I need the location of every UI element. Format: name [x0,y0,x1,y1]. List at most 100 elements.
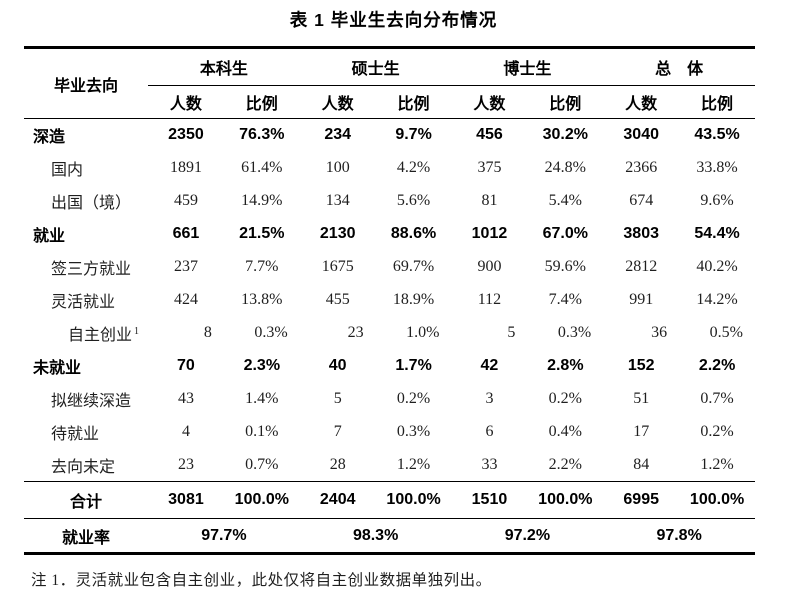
value-cell: 234 [324,126,352,144]
row-label: 签三方就业 [51,261,132,278]
value-cell: 1891 [169,159,202,176]
value-cell: 3803 [623,225,659,242]
value-cell: 2404 [299,481,376,519]
value-cell: 1.7% [395,357,432,374]
row-label: 就业 [33,228,66,245]
value-cell: 4 [181,423,190,440]
value-cell: 0.2% [396,390,431,407]
value-cell: 0.1% [245,423,279,440]
table-row: 就业 661 21.5% 2130 88.6% 1012 67.0% 3803 54.4% [24,218,755,251]
subheader-count: 人数 [451,85,528,119]
value-cell: 100.0% [527,481,604,519]
table-row: 国内 1891 61.4% 100 4.2% 375 24.8% 2366 33.8% [24,152,755,185]
value-cell: 13.8% [241,291,283,308]
table-row: 灵活就业 424 13.8% 455 18.9% 112 7.4% 991 14.2% [24,284,755,317]
row-label: 去向未定 [51,458,116,476]
total-row: 合计 3081 100.0% 2404 100.0% 1510 100.0% 6995 100.… [24,481,755,519]
value-cell: 67.0% [542,225,588,242]
value-cell: 24.8% [544,159,586,176]
value-cell: 59.6% [544,258,586,275]
value-cell: 7.4% [548,291,582,308]
row-header-cell: 毕业去向 [24,46,148,119]
value-cell: 900 [477,258,502,275]
value-cell: 100.0% [679,481,755,519]
value-cell: 40.2% [696,258,738,275]
value-cell: 0.3% [396,423,431,440]
value-cell: 81 [481,192,498,209]
group-header-master: 硕士生 [299,46,452,86]
value-cell: 2366 [625,159,658,176]
value-cell: 42 [480,357,499,374]
value-cell: 0.2% [700,423,734,440]
row-label: 待就业 [51,426,100,443]
row-label: 灵活就业 [51,294,116,311]
row-label: 未就业 [33,360,82,377]
value-cell: 33 [481,455,498,473]
value-cell: 14.2% [696,291,738,308]
subheader-count: 人数 [603,85,680,119]
row-label: 出国（境） [51,195,132,212]
subheader-ratio: 比例 [375,85,452,119]
value-cell: 69.7% [392,258,435,275]
table-row: 签三方就业 237 7.7% 1675 69.7% 900 59.6% 2812 40.2% [24,251,755,284]
value-cell: 0.2% [548,390,582,407]
value-cell: 0.4% [548,423,582,440]
value-cell: 459 [173,192,198,209]
group-header-row: 毕业去向 本科生 硕士生 博士生 总 体 [24,46,755,119]
value-cell: 98.3% [299,518,452,555]
value-cell: 51 [633,390,650,407]
value-cell: 9.6% [700,192,734,209]
value-cell: 18.9% [392,291,435,308]
value-cell: 70 [177,357,195,374]
value-cell: 84 [633,455,650,473]
value-cell: 661 [172,225,200,242]
value-cell: 0.5% [709,324,743,341]
value-cell: 23 [177,455,194,473]
value-cell: 2.3% [243,357,281,374]
value-cell: 2350 [168,126,204,144]
subheader-count: 人数 [148,85,224,119]
table-row: 去向未定 23 0.7% 28 1.2% 33 2.2% 84 1.2% [24,449,755,482]
value-cell: 2.8% [547,357,584,374]
table-row: 拟继续深造 43 1.4% 5 0.2% 3 0.2% 51 0.7% [24,383,755,416]
subheader-row: 人数 比例 人数 比例 人数 比例 人数 比例 [24,85,755,119]
table-row: 自主创业 1 8 0.3% 23 1.0% 5 0.3% 36 0.5% [24,317,755,350]
value-cell: 7.7% [245,258,279,275]
footnote-marker: 1 [134,325,140,337]
table-header: 毕业去向 本科生 硕士生 博士生 总 体 人数 比例 人数 比例 人数 比例 人… [24,46,755,119]
value-cell: 0.7% [700,390,734,407]
value-cell: 375 [477,159,502,176]
value-cell: 1.2% [396,455,431,473]
value-cell: 1012 [471,225,508,242]
table-row: 未就业 70 2.3% 40 1.7% 42 2.8% 152 2.2% [24,350,755,383]
value-cell: 1.2% [700,455,734,473]
value-cell: 456 [476,126,503,144]
value-cell: 5 [333,390,342,407]
value-cell: 36 [651,324,668,341]
value-cell: 14.9% [241,192,283,209]
value-cell: 61.4% [241,159,283,176]
table-foot: 就业率 97.7% 98.3% 97.2% 97.8% [24,518,755,555]
value-cell: 0.3% [254,324,288,341]
value-cell: 5.6% [396,192,431,209]
value-cell: 88.6% [390,225,437,242]
table-row: 出国（境） 459 14.9% 134 5.6% 81 5.4% 674 9.6% [24,185,755,218]
value-cell: 6995 [603,481,680,519]
value-cell: 43 [177,390,194,407]
value-cell: 17 [633,423,650,440]
subheader-ratio: 比例 [527,85,604,119]
value-cell: 424 [173,291,198,308]
value-cell: 76.3% [239,126,285,144]
value-cell: 100.0% [223,481,300,519]
subheader-ratio: 比例 [223,85,300,119]
value-cell: 2.2% [548,455,582,473]
value-cell: 97.2% [451,518,604,555]
value-cell: 455 [325,291,350,308]
distribution-table: 毕业去向 本科生 硕士生 博士生 总 体 人数 比例 人数 比例 人数 比例 人… [24,46,755,555]
row-label: 国内 [51,162,84,179]
value-cell: 33.8% [696,159,738,176]
value-cell: 4.2% [396,159,431,176]
value-cell: 100 [325,159,350,176]
value-cell: 1675 [321,258,354,275]
